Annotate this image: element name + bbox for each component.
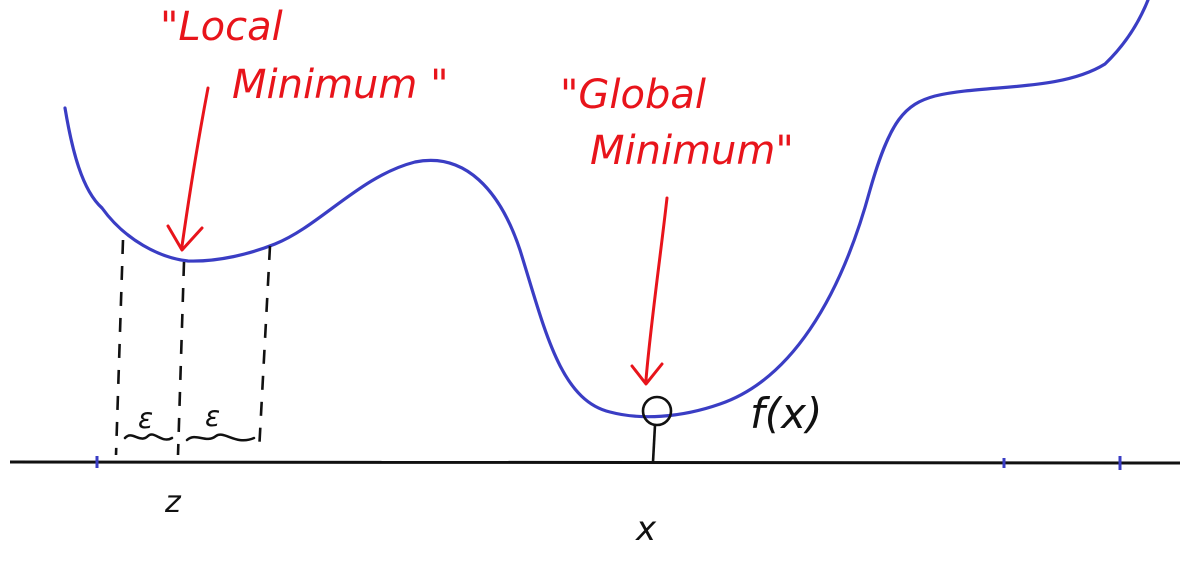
function-label: f(x) <box>750 389 822 438</box>
function-curve <box>63 0 1150 419</box>
x-label: x <box>635 509 657 549</box>
global-minimum-stem <box>651 424 657 463</box>
global-minimum-marker <box>641 395 673 427</box>
local-minimum-title-line2: Minimum " <box>232 62 448 108</box>
x-axis <box>9 460 1181 465</box>
local-minimum-title-line1: "Local <box>160 4 283 50</box>
epsilon-label-right: ε <box>205 400 220 433</box>
dashed-line-right <box>257 245 272 453</box>
epsilon-brace-left <box>123 433 174 441</box>
z-label: z <box>164 485 182 520</box>
global-minimum-title-line2: Minimum" <box>590 128 794 174</box>
dashed-line-left <box>114 239 125 456</box>
epsilon-brace-right <box>185 433 256 442</box>
local-minimum-arrow <box>180 86 210 248</box>
dashed-line-center <box>176 261 186 456</box>
global-minimum-arrowhead <box>630 362 664 386</box>
local-minimum-arrowhead <box>166 224 204 252</box>
global-minimum-arrow <box>644 196 669 382</box>
global-minimum-title-line1: "Global <box>560 72 706 118</box>
epsilon-label-left: ε <box>138 402 153 435</box>
